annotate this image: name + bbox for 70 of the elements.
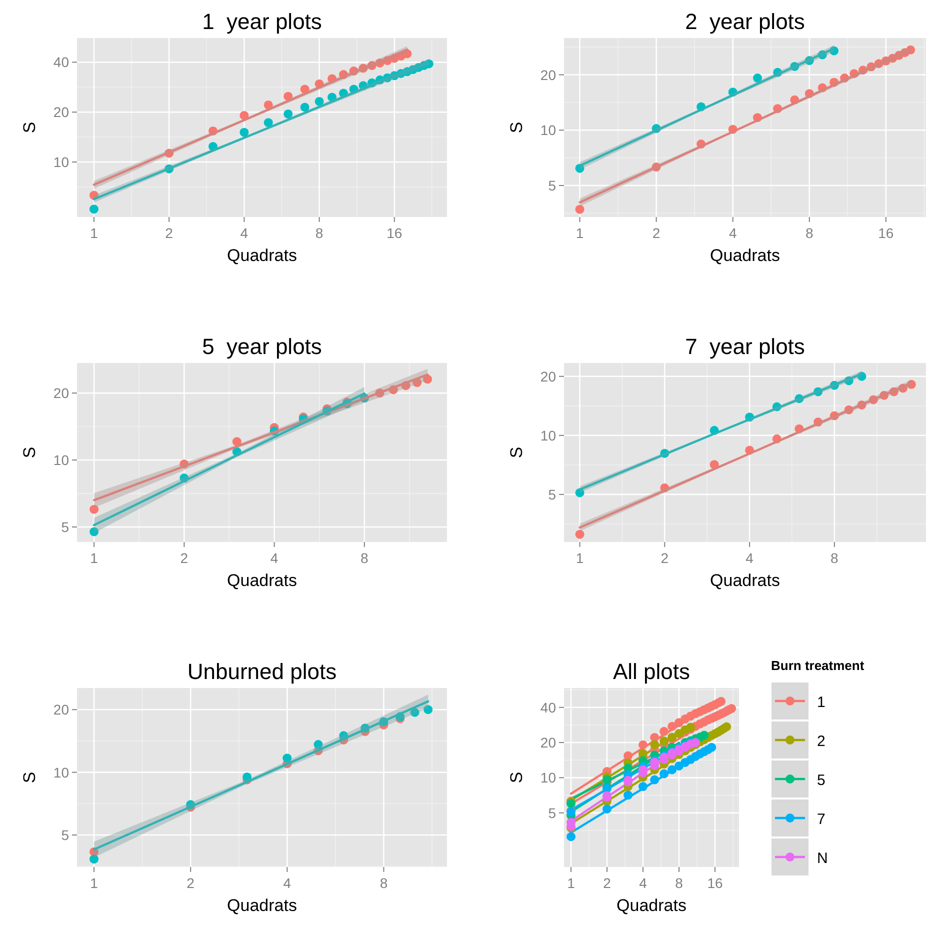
legend-title: Burn treatment [771,658,865,673]
x-tick-label: 16 [386,225,402,241]
x-tick-label: 4 [728,225,737,241]
x-tick-label: 4 [746,550,754,566]
y-tick-label: 10 [540,427,556,444]
x-tick-label: 2 [652,225,660,241]
y-tick-label: 10 [540,122,556,138]
y-tick-label: 20 [53,385,70,402]
y-tick-label: 10 [53,154,70,170]
y-tick-label: 5 [548,177,556,194]
x-tick-label: 8 [315,225,324,241]
y-tick-label: 10 [53,764,70,780]
x-tick-label: 2 [180,550,188,566]
y-tick-label: 20 [53,104,70,120]
x-tick-label: 4 [639,875,648,891]
y-axis-title: S [20,122,39,134]
x-tick-label: 8 [675,875,684,891]
x-tick-label: 4 [270,550,278,566]
chart-title: 1 year plots [202,9,322,34]
x-tick-label: 4 [283,875,292,891]
x-tick-label: 2 [186,875,195,891]
x-tick-label: 1 [576,550,584,566]
y-axis-title: S [507,772,526,784]
y-tick-label: 10 [53,452,70,468]
x-tick-label: 8 [380,875,388,891]
x-axis-title: Quadrats [227,896,297,915]
x-axis-title: Quadrats [710,246,780,265]
x-tick-label: 16 [878,225,894,241]
y-tick-label: 40 [53,54,70,70]
x-tick-label: 2 [165,225,174,241]
x-tick-label: 2 [603,875,612,891]
x-axis-title: Quadrats [227,246,297,265]
x-tick-label: 4 [240,225,248,241]
y-axis-title: S [20,772,39,784]
x-tick-label: 8 [360,550,369,566]
x-tick-label: 1 [90,225,98,241]
legend-label: 5 [817,772,826,789]
y-axis-title: S [507,446,526,458]
y-tick-label: 5 [61,827,70,843]
x-axis-title: Quadrats [227,571,297,590]
y-tick-label: 5 [548,486,556,502]
y-tick-label: 20 [53,702,70,718]
y-tick-label: 20 [540,368,556,384]
x-tick-label: 1 [90,875,98,891]
legend-label: 2 [817,733,826,750]
y-tick-label: 10 [540,770,556,786]
y-tick-label: 40 [540,699,556,716]
legend-label: 7 [817,811,826,828]
chart-title: Unburned plots [187,659,337,684]
x-axis-title: Quadrats [710,571,780,590]
x-tick-label: 8 [805,225,814,241]
chart-title: 7 year plots [685,334,805,359]
x-tick-label: 1 [576,225,584,241]
y-axis-title: S [20,446,39,458]
chart-title: All plots [612,659,690,684]
y-tick-label: 5 [548,804,556,821]
y-tick-label: 20 [540,66,556,83]
x-tick-label: 1 [90,550,98,566]
chart-title: 5 year plots [202,334,322,359]
x-tick-label: 1 [567,875,576,891]
x-tick-label: 8 [830,550,839,566]
y-tick-label: 20 [540,734,556,751]
x-axis-title: Quadrats [616,896,686,915]
x-tick-label: 2 [660,550,669,566]
x-tick-label: 16 [707,875,723,891]
chart-title: 2 year plots [685,9,805,34]
y-tick-label: 5 [61,518,70,535]
legend-label: N [817,850,828,867]
y-axis-title: S [507,122,526,134]
legend-label: 1 [817,694,826,711]
